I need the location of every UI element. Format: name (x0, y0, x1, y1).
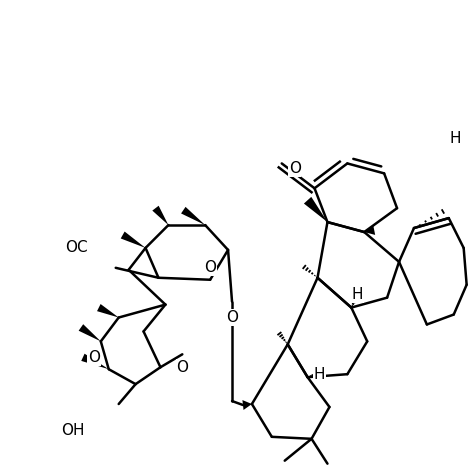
Polygon shape (121, 232, 146, 248)
Text: H: H (314, 367, 325, 382)
Polygon shape (152, 206, 168, 225)
Text: O: O (204, 260, 216, 275)
Text: OH: OH (61, 423, 85, 438)
Polygon shape (97, 304, 118, 318)
Polygon shape (364, 225, 375, 235)
Polygon shape (79, 324, 101, 341)
Polygon shape (81, 354, 109, 369)
Polygon shape (181, 207, 205, 225)
Text: O: O (289, 161, 301, 176)
Text: OC: OC (64, 240, 87, 255)
Polygon shape (242, 400, 252, 410)
Polygon shape (304, 197, 328, 222)
Text: O: O (88, 350, 100, 365)
Text: O: O (176, 360, 188, 375)
Text: H: H (352, 287, 363, 302)
Text: O: O (226, 310, 238, 325)
Text: H: H (450, 131, 462, 146)
